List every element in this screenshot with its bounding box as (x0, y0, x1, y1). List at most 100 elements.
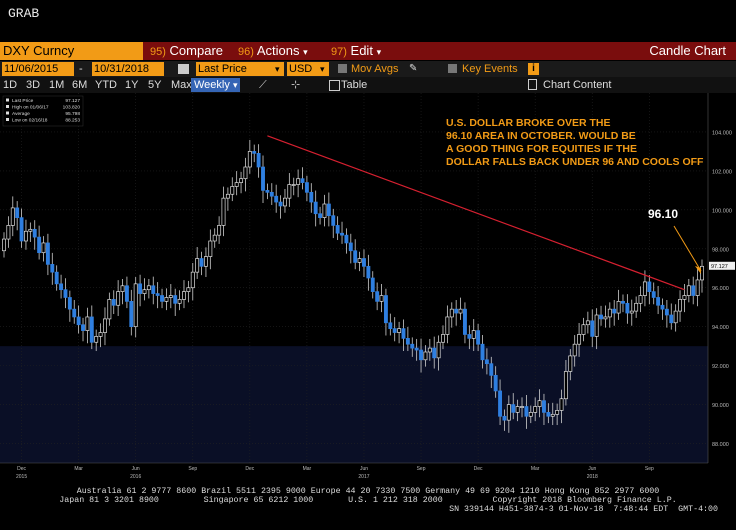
x-tick-label: Jun (360, 466, 368, 472)
period-select[interactable]: Weekly ▾ (191, 78, 241, 92)
candle-up (695, 279, 700, 296)
candle-up (103, 318, 107, 333)
range-3d[interactable]: 3D (26, 79, 41, 91)
legend-swatch (6, 118, 9, 121)
candle-down (89, 316, 94, 343)
mov-avgs-label[interactable]: Mov Avgs (351, 63, 399, 75)
pencil-icon[interactable]: ✎ (409, 63, 418, 74)
candle-down (647, 281, 652, 292)
y-tick-label: 92.000 (712, 364, 729, 370)
candle-down (546, 412, 551, 417)
candle-down (669, 314, 674, 324)
candle-chart[interactable]: 104.000 102.000 100.000 98.000 96.000 94.000 9… (0, 93, 736, 481)
candle-down (344, 234, 349, 244)
candle-down (199, 258, 204, 267)
field-dropdown-icon[interactable]: ▾ (275, 64, 280, 74)
table-icon[interactable] (329, 80, 340, 91)
ticker-field[interactable]: DXY Curncy (0, 42, 143, 60)
candle-down (621, 301, 625, 304)
level-label: 96.10 (648, 207, 678, 221)
candle-up (629, 310, 634, 314)
level-arrow (673, 225, 702, 272)
chart-type-title: Candle Chart (649, 43, 726, 58)
candle-up (133, 283, 138, 328)
candle-up (515, 406, 520, 413)
annotation-line-4: DOLLAR FALLS BACK UNDER 96 AND COOLS OFF (446, 156, 704, 168)
trendline (267, 135, 685, 291)
field-select[interactable]: Last Price (196, 62, 284, 76)
candle-down (656, 297, 661, 306)
chart-content-button[interactable]: Chart Content (543, 79, 612, 91)
candle-down (261, 166, 265, 191)
info-icon[interactable]: i (528, 63, 539, 75)
candle-up (458, 308, 463, 314)
candle-up (563, 371, 568, 400)
range-6m[interactable]: 6M (72, 79, 88, 91)
legend-value: 103.820 (63, 105, 81, 111)
candle-up (427, 347, 432, 353)
annotation-line-3: A GOOD THING FOR EQUITIES IF THE (446, 143, 637, 155)
y-tick-label: 90.000 (712, 403, 729, 409)
compare-number: 95) (150, 46, 166, 58)
candle-up (28, 228, 33, 232)
table-button[interactable]: Table (341, 79, 368, 91)
candle-down (366, 265, 371, 279)
candle-down (331, 215, 336, 226)
line-chart-icon[interactable]: ⟋ (259, 79, 267, 91)
candle-up (142, 289, 147, 294)
currency-dropdown-icon[interactable]: ▾ (320, 64, 325, 74)
candle-up (243, 166, 248, 180)
candle-up (506, 404, 511, 421)
end-date-field[interactable]: 10/31/2018 (92, 62, 164, 76)
candle-down (375, 291, 380, 302)
candle-down (493, 375, 498, 392)
candle-up (682, 295, 687, 300)
footer-contacts-2: Japan 81 3 3201 8900 Singapore 65 6212 1… (59, 496, 677, 505)
range-ytd[interactable]: YTD (95, 79, 117, 91)
candle-down (476, 330, 481, 345)
candle-down (467, 334, 472, 339)
candle-up (168, 295, 173, 298)
mov-avgs-checkbox[interactable] (338, 64, 347, 73)
edit-number: 97) (331, 46, 347, 58)
period-dropdown-icon: ▾ (232, 80, 238, 90)
candle-up (247, 151, 252, 168)
candle-up (603, 316, 608, 320)
y-tick-label: 96.000 (712, 286, 729, 292)
range-1d[interactable]: 1D (3, 79, 18, 91)
candle-down (278, 201, 283, 207)
range-1y[interactable]: 1Y (125, 79, 139, 91)
calendar-icon[interactable] (178, 64, 189, 74)
candle-up (212, 234, 217, 242)
legend-label: High on 01/06/17 (12, 105, 49, 111)
range-1m[interactable]: 1M (49, 79, 65, 91)
range-5y[interactable]: 5Y (148, 79, 162, 91)
year-label: 2015 (16, 474, 27, 480)
legend-frame (2, 95, 84, 127)
candle-down (599, 314, 603, 320)
candle-down (414, 347, 419, 351)
app-title: GRAB (8, 6, 40, 21)
start-date-field[interactable]: 11/06/2015 (2, 62, 74, 76)
legend-swatch (6, 111, 9, 115)
candle-up (164, 297, 169, 302)
key-events-checkbox[interactable] (448, 64, 457, 73)
edit-button[interactable]: 97) Edit ▾ (331, 42, 381, 60)
range-max[interactable]: Max (171, 79, 192, 91)
candle-down (348, 242, 353, 252)
candle-up (182, 291, 186, 300)
actions-number: 96) (238, 46, 254, 58)
actions-button[interactable]: 96) Actions ▾ (238, 42, 308, 60)
candle-up (221, 197, 226, 226)
compare-button[interactable]: 95) Compare (150, 42, 223, 60)
candle-down (67, 297, 72, 310)
candle-down (660, 304, 665, 310)
chart-content-icon[interactable] (528, 79, 537, 90)
legend-label: Average (12, 111, 30, 117)
currency-select[interactable]: USD (287, 62, 329, 76)
x-tick-label: Sep (417, 466, 426, 472)
key-events-label[interactable]: Key Events (462, 63, 518, 75)
candle-up (146, 285, 151, 291)
annotation-text: U.S. DOLLAR BROKE OVER THE 96.10 AREA IN… (446, 117, 704, 168)
draw-tools-icon[interactable]: ⊹ (291, 79, 301, 91)
